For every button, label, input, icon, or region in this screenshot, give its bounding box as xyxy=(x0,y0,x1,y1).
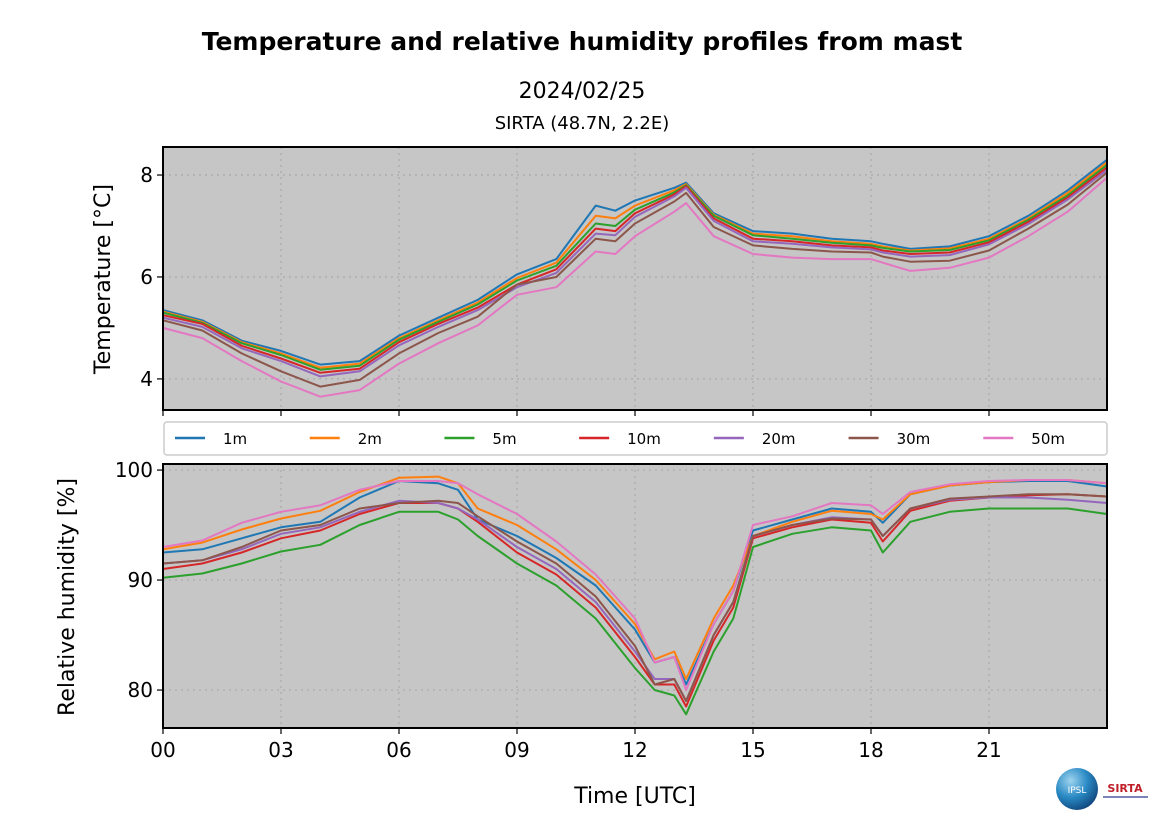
temperature-axes: 4 6 8 xyxy=(140,146,1108,416)
series-line-1m xyxy=(162,158,1108,366)
axes-frame xyxy=(162,146,1108,411)
legend: 1m 2m 5m 10m 20m 30m 50m xyxy=(163,421,1108,456)
y-axis-label-temperature: Temperature [°C] xyxy=(91,184,116,375)
legend-label-5m: 5m xyxy=(492,430,516,448)
series-line-50m xyxy=(162,479,1108,691)
y-tick-label: 4 xyxy=(140,367,153,391)
y-tick-label: 6 xyxy=(140,265,153,289)
y-axis-label-humidity: Relative humidity [%] xyxy=(55,478,80,716)
x-tick-label: 06 xyxy=(386,738,411,762)
x-axis-label: Time [UTC] xyxy=(573,784,696,809)
y-tick-label: 90 xyxy=(128,568,153,592)
legend-label-50m: 50m xyxy=(1031,430,1065,448)
chart-title: Temperature and relative humidity profil… xyxy=(202,27,963,56)
legend-label-30m: 30m xyxy=(897,430,931,448)
legend-label-1m: 1m xyxy=(223,430,247,448)
chart-site: SIRTA (48.7N, 2.2E) xyxy=(495,113,670,134)
series-line-2m xyxy=(162,161,1108,369)
legend-label-2m: 2m xyxy=(358,430,382,448)
chart-date: 2024/02/25 xyxy=(519,79,646,104)
x-tick-label: 18 xyxy=(858,738,883,762)
x-tick-label: 21 xyxy=(976,738,1001,762)
x-tick-label: 12 xyxy=(622,738,647,762)
x-tick-label: 09 xyxy=(504,738,529,762)
ipsl-sirta-logo: IPSL SIRTA xyxy=(1056,768,1148,810)
logo-sirta-text: SIRTA xyxy=(1107,782,1143,795)
legend-label-10m: 10m xyxy=(627,430,661,448)
x-tick-label: 15 xyxy=(740,738,765,762)
x-tick-label: 03 xyxy=(268,738,293,762)
y-tick-label: 8 xyxy=(140,163,153,187)
series-line-50m xyxy=(162,176,1108,398)
ipsl-globe-icon xyxy=(1056,768,1098,810)
series-line-10m xyxy=(162,493,1108,708)
legend-box xyxy=(163,421,1108,456)
humidity-axes: 00 03 06 09 12 15 18 21 80 90 100 xyxy=(115,458,1108,762)
legend-label-20m: 20m xyxy=(762,430,796,448)
y-tick-label: 80 xyxy=(128,678,153,702)
series-line-2m xyxy=(162,475,1108,680)
series-line-5m xyxy=(162,507,1108,716)
y-tick-label: 100 xyxy=(115,458,153,482)
series-line-5m xyxy=(162,164,1108,371)
series-line-30m xyxy=(162,493,1108,702)
series-line-10m xyxy=(162,166,1108,374)
axes-frame xyxy=(162,463,1108,729)
x-tick-label: 00 xyxy=(150,738,175,762)
series-line-20m xyxy=(162,169,1108,378)
logo-ipsl-text: IPSL xyxy=(1068,786,1087,796)
series-line-30m xyxy=(162,171,1108,388)
